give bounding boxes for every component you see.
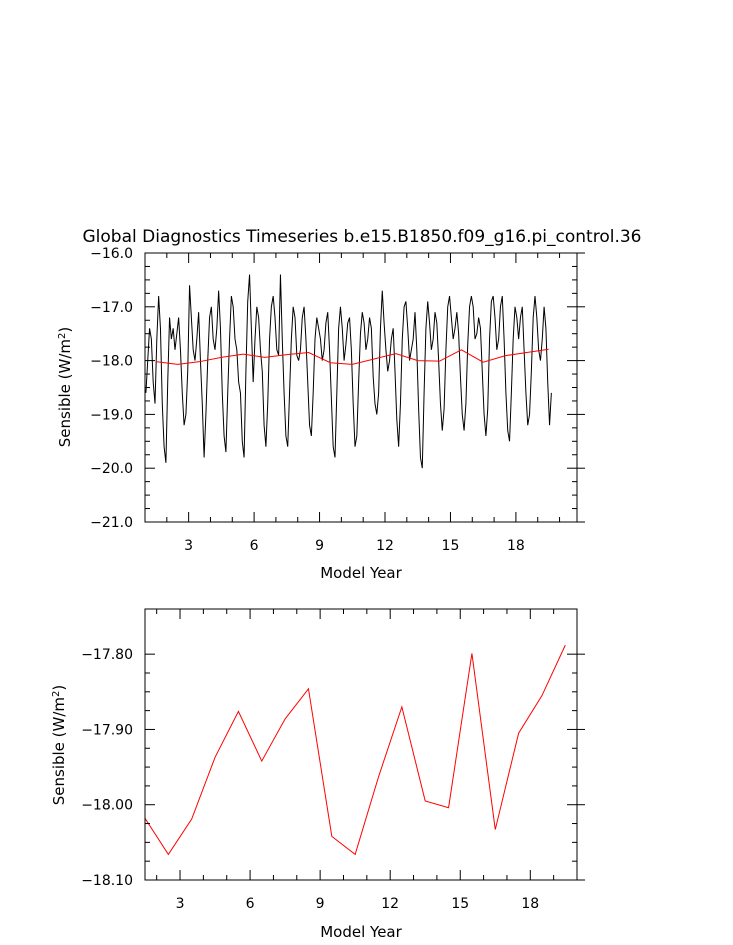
chart-title: Global Diagnostics Timeseries b.e15.B185… xyxy=(83,227,642,247)
bottom-y-tick-label: −18.10 xyxy=(81,873,133,889)
bottom-x-tick-label: 3 xyxy=(176,896,185,912)
bottom-y-axis-label-main: Sensible (W/m xyxy=(50,697,68,805)
top-series-line-annual-mean xyxy=(155,348,549,365)
bottom-plot-content xyxy=(144,644,566,856)
top-x-tick-label: 15 xyxy=(442,538,460,554)
top-y-axis-label-main: Sensible (W/m xyxy=(56,339,74,447)
top-y-axis-label-close: ) xyxy=(56,327,74,333)
bottom-y-tick-label: −18.00 xyxy=(81,798,133,814)
bottom-y-axis-label-superscript: 2 xyxy=(51,691,62,697)
top-series-line-monthly xyxy=(145,274,552,469)
bottom-y-tick-label: −17.90 xyxy=(81,722,133,738)
bottom-axis-ticks: 3 6 9 12 15 18 −18.10 −18.00 −17.90 −17.80 xyxy=(81,609,585,912)
bottom-x-tick-label: 6 xyxy=(246,896,255,912)
bottom-x-tick-label: 18 xyxy=(521,896,539,912)
top-x-tick-label: 6 xyxy=(250,538,259,554)
bottom-x-tick-label: 9 xyxy=(316,896,325,912)
top-y-tick-label: −20.0 xyxy=(90,461,133,477)
top-x-tick-label: 18 xyxy=(507,538,525,554)
bottom-y-axis-label-close: ) xyxy=(50,685,68,691)
top-y-tick-label: −18.0 xyxy=(90,354,133,370)
bottom-plot-frame xyxy=(144,608,578,881)
bottom-chart: 3 6 9 12 15 18 −18.10 −18.00 −17.90 −17.80 Model … xyxy=(50,608,585,941)
top-y-tick-label: −19.0 xyxy=(90,407,133,423)
bottom-x-tick-label: 12 xyxy=(381,896,399,912)
bottom-x-tick-label: 15 xyxy=(451,896,469,912)
top-y-tick-label: −17.0 xyxy=(90,300,133,316)
top-x-tick-label: 9 xyxy=(315,538,324,554)
top-plot-frame xyxy=(144,252,578,523)
bottom-series-line-annual-mean xyxy=(144,644,566,856)
top-x-axis-label: Model Year xyxy=(320,564,402,582)
bottom-x-axis-label: Model Year xyxy=(320,923,402,941)
bottom-y-axis-label: Sensible (W/m2) xyxy=(50,685,68,806)
top-y-tick-label: −21.0 xyxy=(90,515,133,531)
top-y-axis-label: Sensible (W/m2) xyxy=(56,327,74,448)
top-plot-content xyxy=(145,274,552,469)
top-x-tick-label: 12 xyxy=(376,538,394,554)
top-chart: Global Diagnostics Timeseries b.e15.B185… xyxy=(56,227,641,582)
top-y-axis-label-superscript: 2 xyxy=(57,333,68,339)
top-y-tick-label: −16.0 xyxy=(90,246,133,262)
top-x-tick-label: 3 xyxy=(184,538,193,554)
top-axis-ticks: 3 6 9 12 15 18 −21.0 −20.0 −19.0 −18.0 −17.0 −16.0 xyxy=(90,246,585,554)
bottom-y-tick-label: −17.80 xyxy=(81,647,133,663)
